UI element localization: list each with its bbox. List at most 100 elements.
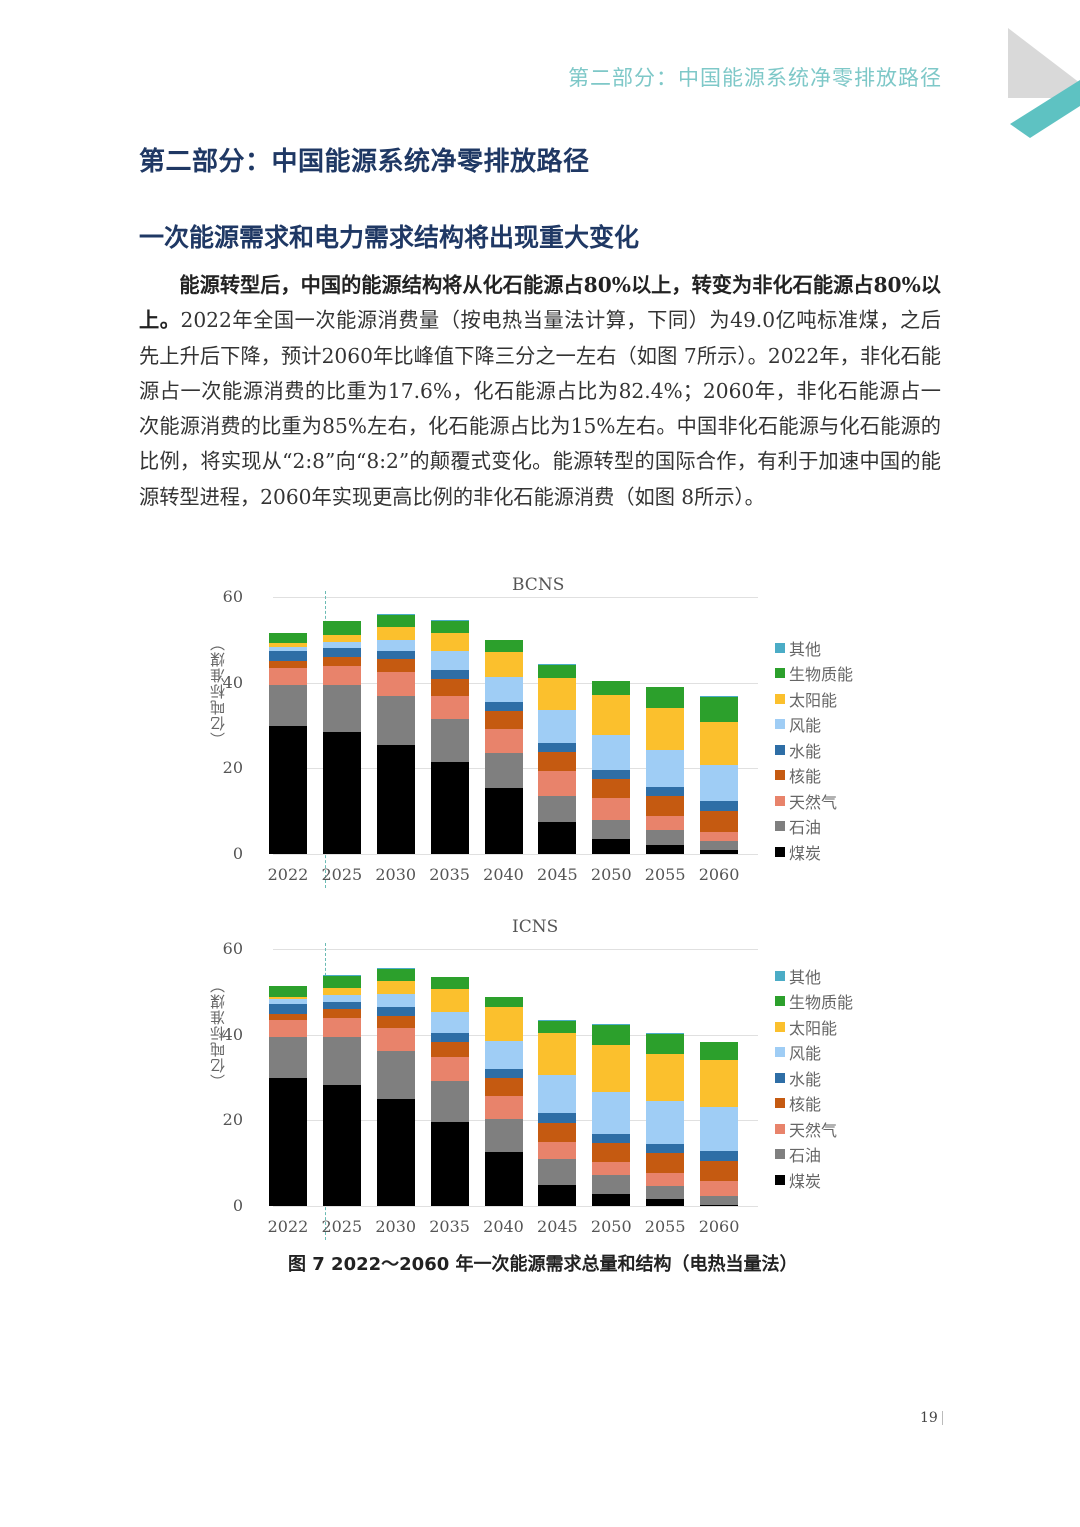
bar-2055 (646, 1033, 685, 1206)
bar-segment (430, 1122, 469, 1206)
x-tick-label: 2030 (375, 865, 417, 884)
legend-label: 煤炭 (789, 1171, 822, 1191)
bar-segment (430, 695, 469, 720)
legend-item: 煤炭 (775, 1167, 853, 1193)
legend-item: 煤炭 (775, 839, 853, 865)
gridline (273, 854, 758, 855)
bar-segment (376, 1050, 415, 1099)
bar-segment (484, 1068, 523, 1078)
legend-item: 生物质能 (775, 989, 853, 1015)
bar-segment (646, 816, 685, 831)
bar-segment (484, 640, 523, 652)
legend-swatch-icon (775, 795, 785, 806)
legend-item: 核能 (775, 763, 853, 789)
bar-segment (268, 1077, 307, 1206)
legend-swatch-icon (775, 668, 785, 679)
bar-segment (430, 669, 469, 680)
bar-segment (592, 1193, 631, 1206)
bar-segment (538, 1159, 577, 1186)
figure-caption: 图 7 2022～2060 年一次能源需求总量和结构（电热当量法） (288, 1254, 798, 1275)
bar-segment (322, 665, 361, 685)
x-tick-label: 2035 (429, 865, 470, 884)
y-tick-label: 60 (222, 587, 243, 606)
bar-segment (268, 633, 307, 643)
bar-2030 (376, 614, 415, 854)
legend-swatch-icon (775, 1149, 785, 1160)
y-tick-label: 20 (222, 1110, 243, 1130)
bar-segment (592, 1044, 631, 1092)
legend-label: 水能 (789, 741, 822, 761)
paragraph-lead: 能源转型后，中国的能源结构将从化石能源占80%以上，转变为非化石能源占80%以上… (139, 273, 941, 333)
bar-2040 (484, 639, 523, 854)
paragraph-body: 2022年全国一次能源消费量（按电热当量法计算，下同）为49.0亿吨标准煤，之后… (139, 308, 941, 509)
bar-segment (646, 1173, 685, 1187)
bar-segment (322, 1017, 361, 1037)
legend-item: 风能 (775, 712, 853, 738)
legend-item: 石油 (775, 1142, 853, 1168)
bar-segment (322, 684, 361, 732)
bar-segment (646, 1143, 685, 1154)
legend-swatch-icon (775, 642, 785, 653)
bar-segment (322, 1001, 361, 1010)
section-title: 一次能源需求和电力需求结构将出现重大变化 (139, 223, 640, 252)
legend-label: 天然气 (789, 792, 838, 812)
bar-segment (538, 1113, 577, 1123)
legend-item: 天然气 (775, 788, 853, 814)
bar-segment (484, 651, 523, 677)
bar-segment (322, 634, 361, 642)
bar-segment (376, 627, 415, 640)
bar-2050 (592, 681, 631, 854)
bar-segment (538, 1020, 577, 1033)
chart-title: BCNS (512, 575, 565, 595)
bar-segment (430, 679, 469, 696)
bar-segment (592, 695, 631, 735)
bar-segment (538, 1122, 577, 1142)
bar-segment (646, 786, 685, 797)
x-tick-label: 2060 (698, 1217, 740, 1236)
bar-segment (700, 849, 739, 854)
bar-segment (430, 620, 469, 634)
bar-2025 (322, 620, 361, 854)
legend-swatch-icon (775, 1098, 785, 1109)
bar-segment (430, 977, 469, 989)
x-tick-label: 2060 (698, 865, 740, 884)
bar-segment (322, 1036, 361, 1086)
bar-segment (646, 1199, 685, 1206)
bar-segment (646, 1033, 685, 1054)
legend-item: 水能 (775, 737, 853, 763)
bar-segment (430, 988, 469, 1012)
bar-segment (484, 1152, 523, 1206)
bar-segment (376, 1007, 415, 1017)
bar-segment (376, 695, 415, 745)
bar-segment (268, 646, 307, 652)
bar-segment (322, 731, 361, 854)
y-tick-label: 0 (232, 1196, 243, 1215)
bar-segment (376, 659, 415, 672)
legend-item: 太阳能 (775, 686, 853, 712)
legend-label: 石油 (789, 818, 822, 838)
bar-segment (700, 1059, 739, 1108)
x-tick-label: 2022 (267, 1217, 309, 1236)
bar-segment (538, 1141, 577, 1160)
bar-segment (322, 1009, 361, 1018)
legend-label: 风能 (789, 1044, 822, 1064)
bar-segment (376, 1028, 415, 1051)
bar-segment (592, 1161, 631, 1176)
x-tick-label: 2045 (537, 1217, 578, 1236)
legend-swatch-icon (775, 996, 785, 1007)
bar-segment (430, 761, 469, 854)
legend-swatch-icon (775, 970, 785, 981)
bar-segment (592, 1175, 631, 1194)
bar-segment (700, 721, 739, 765)
x-tick-label: 2025 (321, 1217, 363, 1236)
legend-label: 太阳能 (789, 690, 838, 710)
chart-legend: 其他 生物质能 太阳能 风能 水能 核能 天然气 石油 煤炭 (775, 963, 853, 1193)
bar-segment (322, 621, 361, 635)
bar-2035 (430, 620, 469, 854)
bar-segment (700, 840, 739, 850)
legend-item: 风能 (775, 1040, 853, 1066)
x-tick-label: 2035 (429, 1217, 470, 1236)
bar-2050 (592, 1024, 631, 1206)
bar-segment (322, 975, 361, 989)
legend-label: 太阳能 (789, 1018, 838, 1038)
